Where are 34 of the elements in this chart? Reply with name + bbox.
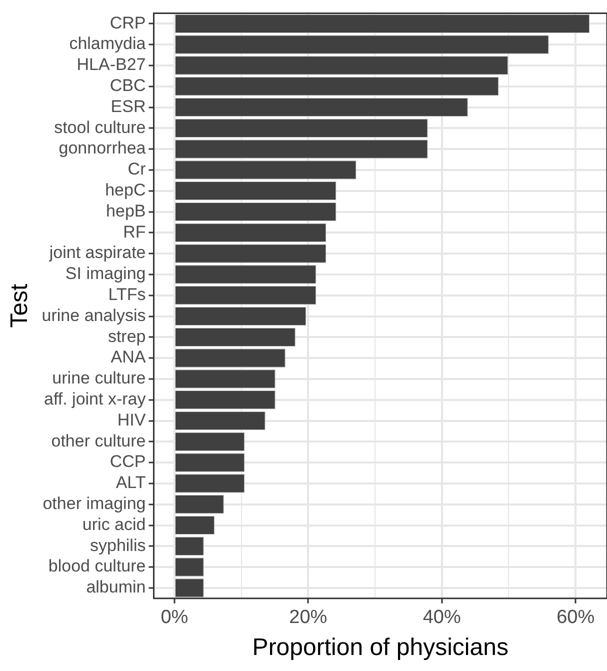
y-tick-label: aff. joint x-ray: [44, 390, 146, 409]
y-tick-label: blood culture: [48, 556, 146, 576]
y-tick-label: hepB: [106, 201, 146, 220]
y-tick-label: HIV: [117, 410, 146, 430]
y-tick-label: strep: [108, 326, 146, 346]
y-tick-label: other imaging: [42, 494, 146, 514]
y-tick-label: ALT: [116, 473, 146, 492]
y-tick-label: other culture: [51, 431, 146, 450]
y-tick-label: urine analysis: [42, 306, 146, 325]
y-tick-label: CRP: [110, 13, 146, 32]
y-tick-label: CBC: [110, 76, 146, 96]
y-tick-label: gonnorrhea: [58, 138, 146, 158]
x-tick-label: 0%: [160, 607, 188, 628]
x-tick-label: 20%: [289, 607, 328, 628]
y-tick-label: stool culture: [54, 118, 146, 137]
y-tick-label: SI imaging: [65, 264, 146, 284]
y-tick-label: LTFs: [108, 285, 146, 304]
y-tick-label: hepC: [105, 180, 146, 200]
y-tick-label: RF: [123, 222, 146, 242]
y-tick-label: uric acid: [82, 514, 146, 534]
y-tick-label: chlamydia: [69, 34, 146, 54]
x-axis-title: Proportion of physicians: [252, 634, 508, 662]
y-tick-label: ANA: [110, 348, 146, 367]
y-tick-label: Cr: [128, 160, 146, 179]
y-tick-label: HLA-B27: [76, 55, 146, 74]
x-tick-label: 60%: [556, 607, 595, 628]
y-tick-label: CCP: [110, 452, 146, 472]
x-tick-label: 40%: [422, 607, 461, 628]
y-tick-label: urine culture: [52, 368, 146, 388]
y-tick-label: syphilis: [90, 536, 146, 555]
y-tick-label: joint aspirate: [48, 243, 146, 262]
y-tick-label: ESR: [110, 96, 146, 116]
y-axis-title: Test: [6, 283, 34, 328]
y-tick-label: albumin: [86, 578, 146, 597]
